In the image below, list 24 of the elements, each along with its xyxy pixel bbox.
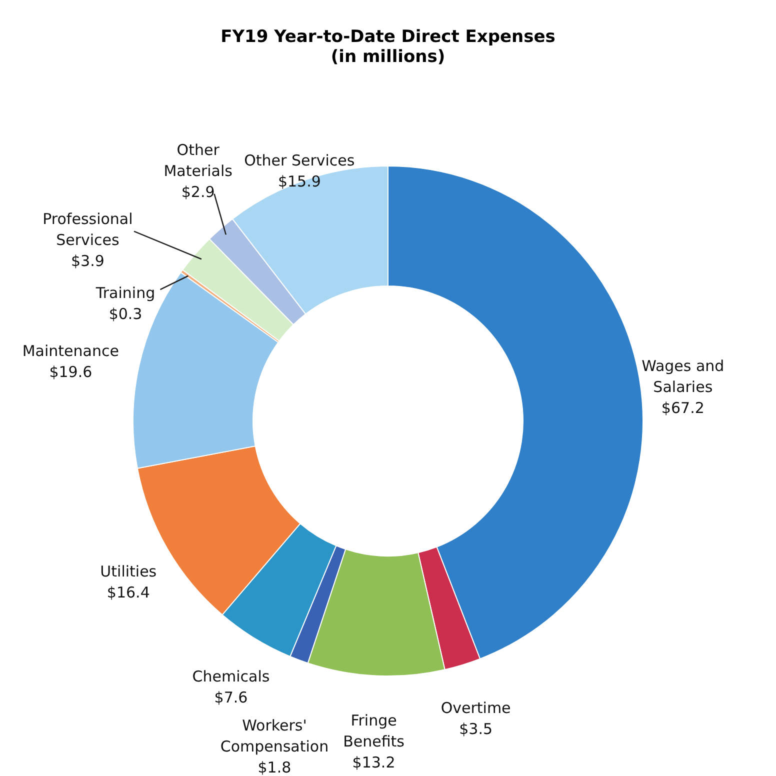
slice-label: Training [94,284,156,302]
data-label: $15.9 [278,172,321,191]
data-label: $19.6 [49,362,92,381]
data-label: $2.9 [181,182,215,201]
slice-label: Fringe Benefits [343,712,405,751]
slice-label: Professional Services [42,210,133,249]
slice-label: Other Services [244,152,355,170]
data-label: $16.4 [106,583,150,602]
chart-subtitle: (in millions) [330,47,446,67]
slice-label: Overtime [440,698,511,717]
slice-label: Wages and Salaries [642,356,724,396]
slice-label: Utilities [100,562,157,580]
data-label: $3.5 [459,720,493,738]
chart-title: FY19 Year-to-Date Direct Expenses [220,27,556,47]
data-label: $0.3 [108,305,142,324]
slice-label: Other Materials [164,140,233,180]
data-label: $1.8 [258,758,292,776]
data-label: $13.2 [352,754,396,772]
data-label: $67.2 [661,398,704,417]
data-label: $3.9 [71,252,104,270]
slice-label: Workers' Compensation [220,716,329,756]
slice-label: Maintenance [22,342,119,360]
data-label: $7.6 [214,688,248,707]
slice-label: Chemicals [192,668,270,686]
